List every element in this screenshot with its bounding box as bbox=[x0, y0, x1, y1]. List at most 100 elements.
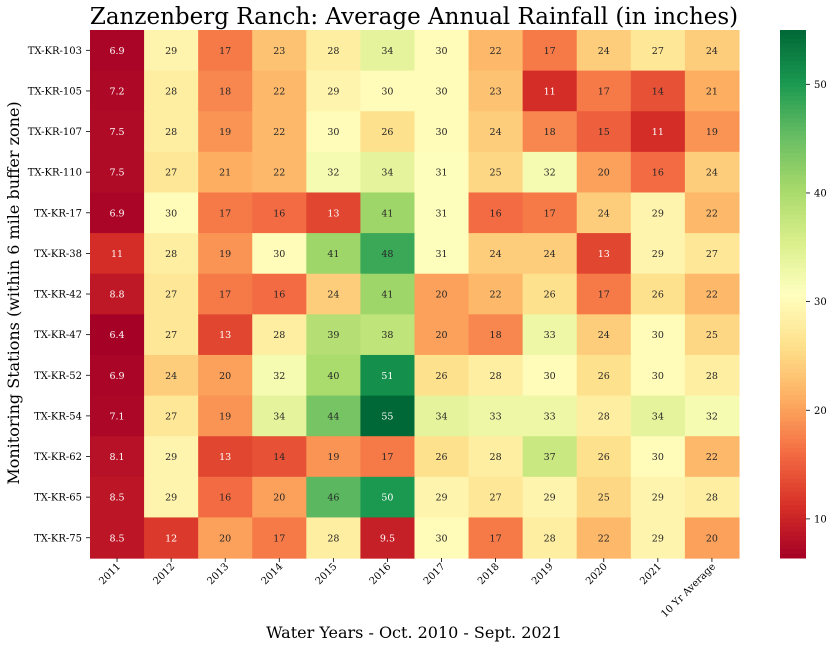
colorbar-segment bbox=[780, 162, 806, 167]
colorbar-segment bbox=[780, 126, 806, 132]
heatmap-cell bbox=[414, 233, 470, 275]
cell-value-label: 28 bbox=[706, 493, 718, 504]
y-tick-label: TX-KR-52 bbox=[34, 371, 82, 382]
colorbar-segment bbox=[780, 236, 806, 242]
heatmap-cell bbox=[306, 192, 361, 234]
colorbar-segment bbox=[780, 109, 806, 115]
colorbar-segment bbox=[780, 492, 806, 497]
cell-value-label: 16 bbox=[273, 290, 285, 301]
cell-value-label: 11 bbox=[652, 127, 664, 138]
colorbar-segment bbox=[780, 144, 806, 150]
cell-value-label: 20 bbox=[598, 168, 610, 179]
colorbar-segment bbox=[780, 412, 806, 418]
cell-value-label: 7.5 bbox=[109, 127, 124, 138]
heatmap-cell bbox=[306, 517, 361, 559]
heatmap-cell bbox=[468, 151, 524, 194]
cell-value-label: 23 bbox=[490, 86, 502, 97]
colorbar-segment bbox=[780, 386, 806, 392]
cell-value-label: 32 bbox=[706, 411, 718, 422]
cell-value-label: 34 bbox=[435, 411, 447, 422]
heatmap-cell bbox=[468, 111, 524, 153]
heatmap-cell bbox=[144, 354, 199, 397]
heatmap-cell bbox=[90, 30, 145, 72]
colorbar-segment bbox=[780, 232, 806, 238]
x-tick-label: 2014 bbox=[260, 561, 286, 587]
heatmap-cell bbox=[630, 476, 686, 519]
colorbar-segment bbox=[780, 148, 806, 154]
cell-value-label: 24 bbox=[598, 208, 610, 219]
cell-value-label: 21 bbox=[219, 168, 231, 179]
heatmap-cell bbox=[576, 395, 632, 437]
cell-value-label: 27 bbox=[165, 290, 177, 301]
colorbar-segment bbox=[780, 267, 806, 273]
cell-value-label: 32 bbox=[544, 168, 556, 179]
colorbar-segment bbox=[780, 311, 806, 317]
y-tick-label: TX-KR-47 bbox=[34, 330, 82, 341]
cell-value-label: 28 bbox=[598, 411, 610, 422]
colorbar-segment bbox=[780, 289, 806, 295]
colorbar-segment bbox=[780, 96, 806, 101]
cell-value-label: 22 bbox=[706, 208, 718, 219]
heatmap-cell bbox=[522, 192, 578, 234]
heatmap-cell bbox=[684, 273, 740, 315]
cell-value-label: 25 bbox=[490, 168, 502, 179]
colorbar-segment bbox=[780, 329, 806, 335]
colorbar-segment bbox=[780, 487, 806, 493]
heatmap-cell bbox=[414, 30, 470, 72]
heatmap-cell bbox=[360, 233, 416, 275]
cell-value-label: 30 bbox=[165, 208, 177, 219]
cell-value-label: 20 bbox=[435, 290, 447, 301]
colorbar-segment bbox=[780, 263, 806, 269]
cell-value-label: 26 bbox=[435, 371, 447, 382]
cell-value-label: 41 bbox=[381, 290, 393, 301]
colorbar-tick-label: 40 bbox=[814, 188, 827, 199]
colorbar-segment bbox=[780, 527, 806, 533]
heatmap-cell bbox=[576, 111, 632, 153]
heatmap-cell bbox=[576, 273, 632, 315]
heatmap-cell bbox=[630, 517, 686, 559]
colorbar-segment bbox=[780, 65, 806, 71]
heatmap-cell bbox=[684, 233, 740, 275]
heatmap-cell bbox=[414, 354, 470, 397]
heatmap-cell bbox=[360, 70, 416, 112]
cell-value-label: 25 bbox=[598, 493, 610, 504]
heatmap-cell bbox=[630, 395, 686, 437]
cell-value-label: 6.9 bbox=[109, 46, 124, 57]
colorbar-segment bbox=[780, 417, 806, 423]
cell-value-label: 34 bbox=[381, 46, 393, 57]
colorbar-segment bbox=[780, 395, 806, 401]
heatmap-cell bbox=[252, 476, 307, 519]
colorbar-segment bbox=[780, 135, 806, 141]
colorbar-segment bbox=[780, 254, 806, 260]
cell-value-label: 20 bbox=[435, 330, 447, 341]
colorbar-segment bbox=[780, 118, 806, 123]
cell-value-label: 31 bbox=[435, 168, 447, 179]
colorbar-segment bbox=[780, 514, 806, 519]
cell-value-label: 7.2 bbox=[109, 86, 124, 97]
heatmap-cell bbox=[90, 273, 145, 315]
cell-value-label: 18 bbox=[219, 86, 231, 97]
cell-value-label: 20 bbox=[219, 371, 231, 382]
x-tick-label: 2012 bbox=[151, 561, 177, 587]
heatmap-cell bbox=[306, 314, 361, 356]
cell-value-label: 30 bbox=[652, 371, 664, 382]
cell-value-label: 21 bbox=[706, 86, 718, 97]
cell-value-label: 26 bbox=[435, 452, 447, 463]
colorbar-segment bbox=[780, 241, 806, 247]
heatmap-cell bbox=[360, 436, 416, 478]
heatmap-cell bbox=[684, 111, 740, 153]
cell-value-label: 31 bbox=[435, 249, 447, 260]
heatmap-cell bbox=[252, 192, 307, 234]
heatmap-cell bbox=[360, 395, 416, 437]
colorbar-segment bbox=[780, 258, 806, 264]
colorbar-segment bbox=[780, 496, 806, 502]
colorbar-segment bbox=[780, 390, 806, 396]
cell-value-label: 6.9 bbox=[109, 371, 124, 382]
x-axis-title: Water Years - Oct. 2010 - Sept. 2021 bbox=[266, 623, 562, 642]
cell-value-label: 29 bbox=[327, 86, 339, 97]
heatmap-cell bbox=[144, 233, 199, 275]
heatmap-cell bbox=[468, 192, 524, 234]
colorbar-segment bbox=[780, 483, 806, 489]
cell-value-label: 28 bbox=[327, 46, 339, 57]
colorbar-segment bbox=[780, 421, 806, 427]
